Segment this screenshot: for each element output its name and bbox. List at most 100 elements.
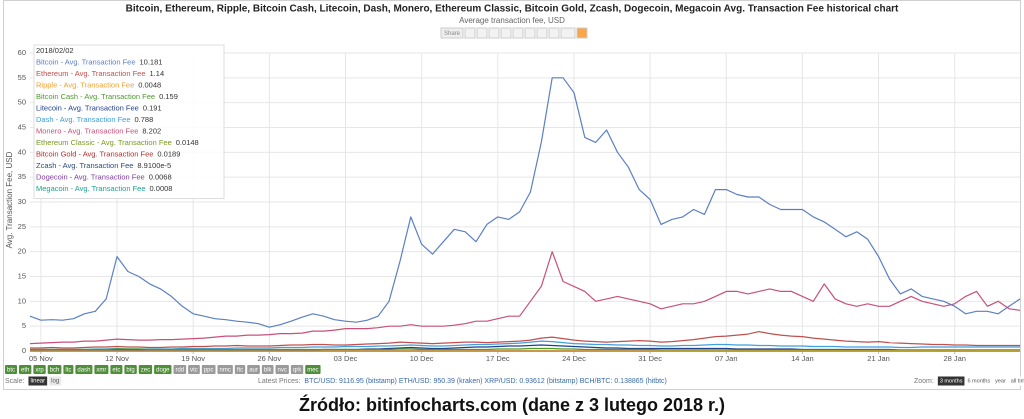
coin-button-bg xyxy=(261,365,274,374)
coin-label: etc xyxy=(112,367,120,373)
scale-option: linear xyxy=(30,379,45,385)
tooltip-value: 1.14 xyxy=(150,69,165,78)
x-tick-label: 05 Nov xyxy=(29,354,53,363)
y-tick-label: 5 xyxy=(22,321,26,330)
share-icon[interactable] xyxy=(476,27,488,39)
y-tick-label: 30 xyxy=(18,197,26,206)
coin-button[interactable]: dash xyxy=(75,365,93,374)
y-tick-label: 10 xyxy=(18,296,26,305)
coin-label: btg xyxy=(126,367,134,373)
tooltip-value: 8.9100e-5 xyxy=(137,161,171,170)
coin-button[interactable]: xmr xyxy=(94,365,109,374)
share-icon[interactable] xyxy=(488,27,500,39)
zoom-button[interactable] xyxy=(965,376,993,386)
coin-label: btc xyxy=(7,367,15,373)
zoom-option: 3 months xyxy=(940,378,963,384)
coin-button-bg xyxy=(5,365,18,374)
share-icon[interactable] xyxy=(500,27,512,39)
x-tick-label: 17 Dec xyxy=(486,354,510,363)
coin-button[interactable]: doge xyxy=(154,365,172,374)
tooltip-value: 0.159 xyxy=(159,92,178,101)
tooltip-name: Ripple - Avg. Transaction Fee xyxy=(36,80,134,89)
x-tick-label: 10 Dec xyxy=(410,354,434,363)
tooltip-box xyxy=(33,44,225,199)
scale-button[interactable] xyxy=(49,376,62,386)
coin-label: eth xyxy=(21,367,29,373)
tooltip-value: 8.202 xyxy=(142,126,161,135)
tooltip-value: 0.0189 xyxy=(157,149,180,158)
scale-button[interactable] xyxy=(28,376,48,386)
tooltip-name: Megacoin - Avg. Transaction Fee xyxy=(36,184,146,193)
coin-button-bg xyxy=(173,365,187,374)
zoom-label: Zoom: xyxy=(914,378,934,385)
share-icon[interactable] xyxy=(548,27,560,39)
coin-button[interactable]: nmc xyxy=(217,365,233,374)
coin-button[interactable]: eth xyxy=(19,365,32,374)
zoom-button[interactable] xyxy=(1008,376,1024,386)
coin-button[interactable]: zec xyxy=(138,365,153,374)
y-tick-label: 45 xyxy=(18,122,26,131)
caption: Źródło: bitinfocharts.com (dane z 3 lute… xyxy=(299,394,725,415)
tooltip-value: 0.191 xyxy=(143,103,162,112)
share-icon[interactable] xyxy=(560,27,576,39)
coin-button-bg xyxy=(217,365,233,374)
coin-button-bg xyxy=(75,365,93,374)
tooltip-name: Dash - Avg. Transaction Fee xyxy=(36,115,131,124)
coin-button[interactable]: aur xyxy=(247,365,260,374)
series-line xyxy=(29,251,1021,345)
coin-button[interactable]: mec xyxy=(305,365,321,374)
coin-button-bg xyxy=(188,365,200,374)
x-tick-label: 03 Dec xyxy=(334,354,358,363)
coin-button[interactable]: nvc xyxy=(275,365,289,374)
coin-button-bg xyxy=(247,365,260,374)
coin-label: nmc xyxy=(220,367,231,373)
coin-button-bg xyxy=(234,365,246,374)
coin-label: ltc xyxy=(65,367,71,373)
coin-button[interactable]: blk xyxy=(261,365,274,374)
y-tick-label: 20 xyxy=(18,247,26,256)
x-tick-label: 12 Nov xyxy=(105,354,129,363)
coin-button[interactable]: ppc xyxy=(201,365,216,374)
coin-button[interactable]: xrp xyxy=(33,365,46,374)
coin-button[interactable]: vtc xyxy=(188,365,200,374)
coin-button[interactable]: bch xyxy=(47,365,62,374)
prices-text: BTC/USD: 9116.95 (bitstamp) ETH/USD: 950… xyxy=(304,378,666,385)
y-tick-label: 60 xyxy=(18,48,26,57)
coin-button[interactable]: ltc xyxy=(63,365,74,374)
share-button[interactable] xyxy=(440,27,464,39)
coin-button-bg xyxy=(201,365,216,374)
coin-button[interactable]: etc xyxy=(110,365,123,374)
coin-label: nvc xyxy=(278,367,287,373)
coin-label: ppc xyxy=(204,367,214,373)
tooltip: 2018/02/02 Bitcoin - Avg. Transaction Fee… xyxy=(33,44,225,199)
scale-label: Scale: xyxy=(5,378,25,385)
coin-button[interactable]: btg xyxy=(124,365,137,374)
scale-option: log xyxy=(51,379,59,385)
coin-button[interactable]: qrk xyxy=(290,365,304,374)
zoom-button[interactable] xyxy=(937,376,965,386)
share-icon[interactable] xyxy=(524,27,536,39)
coin-button[interactable]: ftc xyxy=(234,365,246,374)
coin-button-bg xyxy=(154,365,172,374)
x-tick-label: 26 Nov xyxy=(257,354,281,363)
share-icon[interactable] xyxy=(512,27,524,39)
coin-button-bg xyxy=(33,365,46,374)
coin-label: rdd xyxy=(175,367,184,373)
tooltip-value: 0.788 xyxy=(135,115,154,124)
share-icon[interactable] xyxy=(464,27,476,39)
coin-label: bch xyxy=(50,367,60,373)
zoom-option: 6 months xyxy=(967,378,990,384)
x-tick-label: 21 Jan xyxy=(867,354,890,363)
share-label: Share xyxy=(444,31,461,37)
share-icon[interactable] xyxy=(536,27,548,39)
tooltip-name: Ethereum Classic - Avg. Transaction Fee xyxy=(36,138,172,147)
coin-button[interactable]: btc xyxy=(5,365,18,374)
share-icon[interactable] xyxy=(576,27,588,39)
y-axis-label: Avg. Transaction Fee, USD xyxy=(5,151,14,248)
coin-button[interactable]: rdd xyxy=(173,365,187,374)
zoom-button[interactable] xyxy=(993,376,1008,386)
tooltip-name: Ethereum - Avg. Transaction Fee xyxy=(36,69,146,78)
tooltip-name: Monero - Avg. Transaction Fee xyxy=(36,126,138,135)
zoom-option: year xyxy=(995,378,1006,384)
